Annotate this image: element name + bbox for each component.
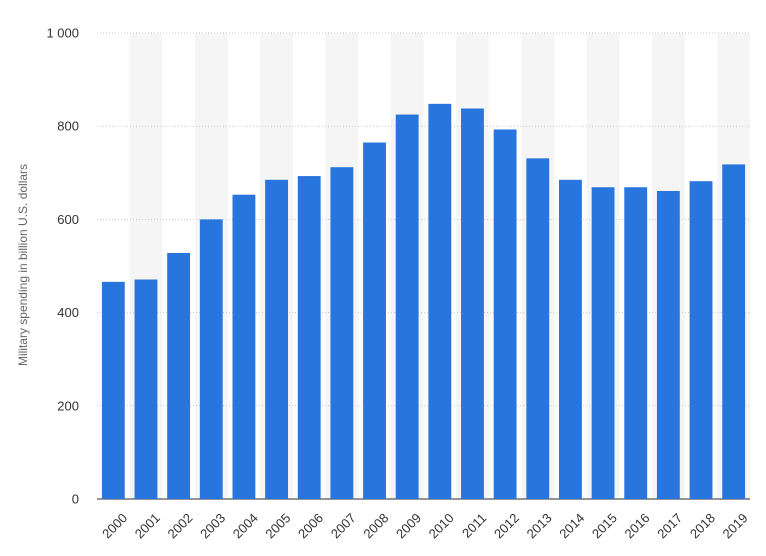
x-tick-label: 2009 (393, 510, 424, 541)
x-tick-label: 2005 (262, 510, 293, 541)
x-tick-label: 2008 (360, 510, 391, 541)
bar-2018 (689, 181, 713, 500)
y-axis-title: Military spending in billion U.S. dollar… (16, 164, 30, 366)
x-tick-label: 2003 (197, 510, 228, 541)
bar-2009 (395, 114, 419, 500)
x-tick-label: 2014 (556, 510, 587, 541)
x-tick-label: 2000 (99, 510, 130, 541)
x-tick-label: 2013 (524, 510, 555, 541)
bar-2005 (265, 179, 289, 500)
bar-2019 (722, 164, 746, 500)
y-tick-label: 200 (57, 398, 79, 413)
bar-2012 (493, 129, 517, 499)
bar-2006 (297, 176, 321, 499)
bar-2011 (461, 108, 484, 499)
y-axis-ticks: 0 200 400 600 800 1 000 (46, 26, 79, 507)
bar-2008 (363, 142, 386, 499)
y-tick-label: 0 (72, 492, 79, 507)
y-tick-label: 800 (57, 119, 79, 134)
bar-2016 (624, 187, 648, 499)
x-tick-label: 2016 (622, 510, 653, 541)
x-tick-label: 2019 (720, 510, 751, 541)
bar-2003 (199, 219, 223, 499)
bar-2010 (428, 103, 452, 499)
bar-2007 (330, 167, 354, 499)
x-tick-label: 2015 (589, 510, 620, 541)
y-tick-label: 400 (57, 305, 79, 320)
x-tick-label: 2012 (491, 510, 522, 541)
x-axis-ticks: 2000 2001 2002 2003 2004 2005 2006 2007 2008 2009… (99, 510, 750, 541)
y-tick-label: 1 000 (46, 26, 79, 41)
x-tick-label: 2018 (687, 510, 718, 541)
x-tick-label: 2001 (132, 510, 163, 541)
bar-2017 (656, 190, 680, 499)
x-tick-label: 2011 (459, 510, 489, 540)
y-tick-label: 600 (57, 212, 79, 227)
bar-2001 (134, 279, 158, 499)
bar-2015 (591, 187, 615, 499)
bar-2000 (101, 281, 125, 499)
x-tick-label: 2004 (230, 510, 261, 541)
x-tick-label: 2010 (426, 510, 457, 541)
x-tick-label: 2002 (164, 510, 195, 541)
bars (101, 103, 746, 500)
bar-2002 (167, 252, 191, 499)
bar-2014 (558, 179, 582, 500)
x-tick-label: 2007 (328, 510, 359, 541)
bar-2013 (526, 158, 550, 499)
x-tick-label: 2017 (654, 510, 685, 541)
bar-2004 (232, 194, 256, 499)
x-tick-label: 2006 (295, 510, 326, 541)
